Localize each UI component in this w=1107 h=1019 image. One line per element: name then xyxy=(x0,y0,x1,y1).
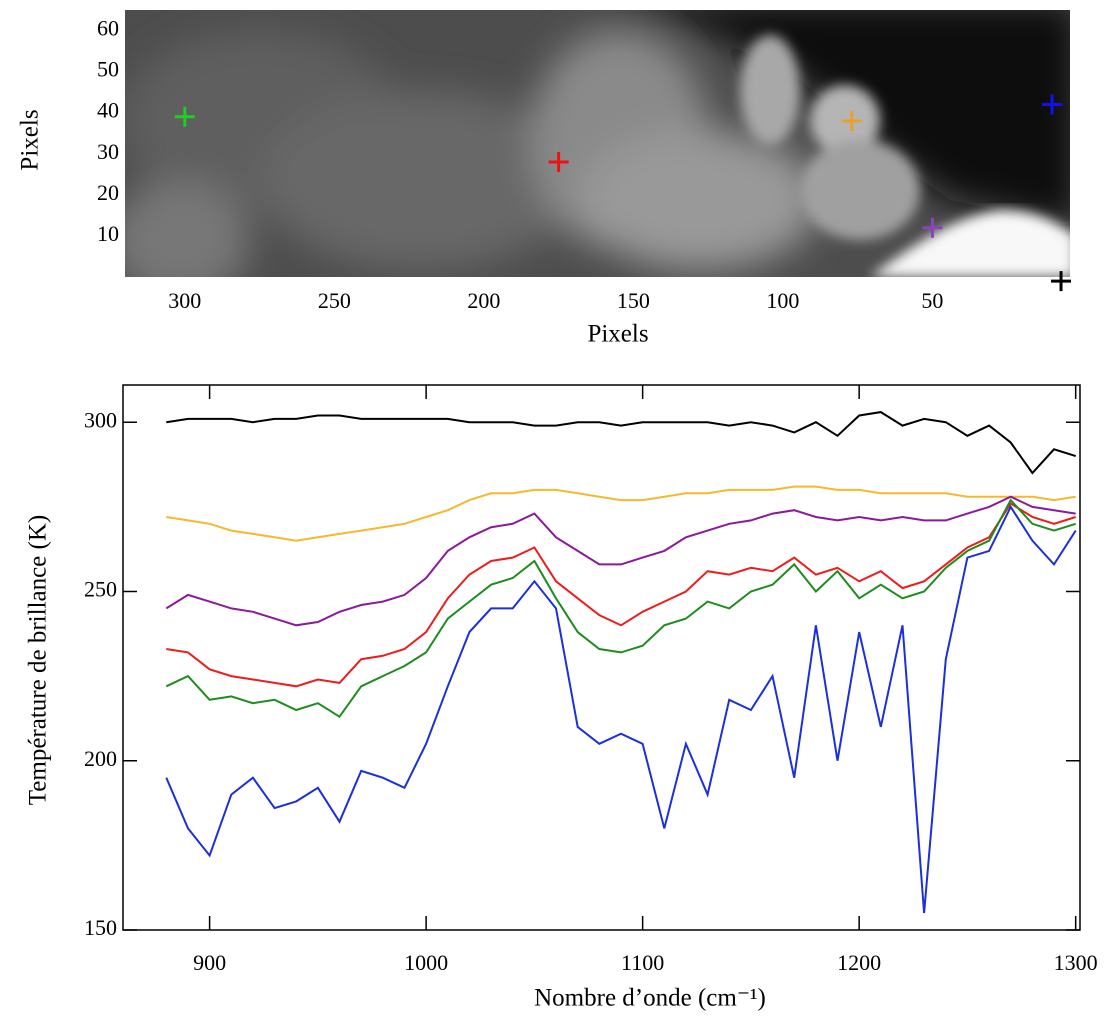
series-line xyxy=(165,498,1076,719)
y-tick-label: 60 xyxy=(97,16,119,41)
marker xyxy=(1042,94,1063,115)
cloud-image xyxy=(125,10,1070,277)
x-tick-label: 250 xyxy=(318,288,351,313)
x-tick-label: 50 xyxy=(921,288,943,313)
x-tick-label: 300 xyxy=(168,288,201,313)
marker xyxy=(174,106,195,127)
series-line xyxy=(166,411,1076,475)
x-axis-label: Nombre d’onde (cm⁻¹) xyxy=(534,985,766,1012)
y-tick-label: 10 xyxy=(97,221,119,246)
y-tick-label: 20 xyxy=(97,180,119,205)
x-tick-label: 100 xyxy=(766,288,799,313)
y-tick-label: 200 xyxy=(84,746,117,771)
marker xyxy=(548,151,569,172)
series-line xyxy=(166,502,1076,688)
series-line xyxy=(166,485,1076,542)
marker xyxy=(922,217,943,238)
x-tick-label: 1000 xyxy=(404,950,448,975)
x-tick-label: 150 xyxy=(617,288,650,313)
x-tick-label: 1200 xyxy=(837,950,881,975)
x-axis-label: Pixels xyxy=(587,321,648,348)
series-line xyxy=(165,504,1077,914)
x-tick-label: 1100 xyxy=(621,950,664,975)
y-tick-label: 300 xyxy=(84,407,117,432)
y-tick-label: 150 xyxy=(84,915,117,940)
lines xyxy=(165,411,1077,914)
marker xyxy=(841,110,862,131)
x-tick-label: 200 xyxy=(467,288,500,313)
y-tick-label: 50 xyxy=(97,57,119,82)
y-axis-label: Température de brillance (K) xyxy=(25,515,52,805)
series-line xyxy=(165,495,1076,627)
y-tick-label: 40 xyxy=(97,98,119,123)
marker xyxy=(1051,271,1072,292)
x-tick-label: 1300 xyxy=(1054,950,1098,975)
x-tick-label: 900 xyxy=(193,950,226,975)
y-tick-label: 30 xyxy=(97,139,119,164)
plot-frame xyxy=(122,384,1081,931)
y-tick-label: 250 xyxy=(84,577,117,602)
y-axis-label: Pixels xyxy=(17,109,44,170)
